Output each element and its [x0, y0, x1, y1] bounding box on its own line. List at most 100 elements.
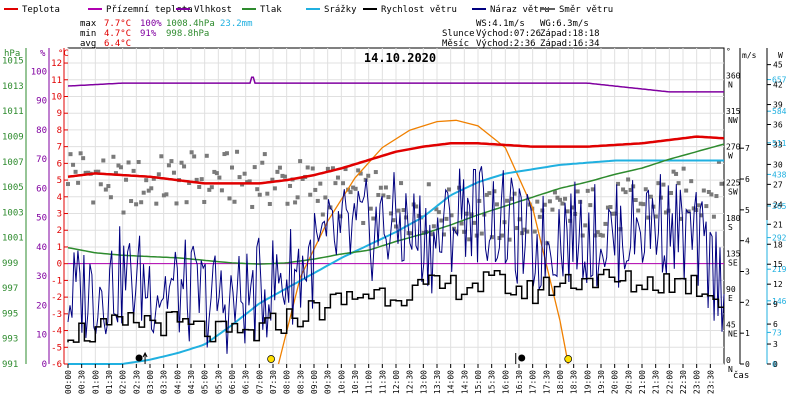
solar-tick-label: 0 [772, 360, 777, 369]
time-tick-label: 05:00 [201, 370, 210, 394]
wind-dir-axis-label: ° [726, 47, 731, 56]
moonset-marker [518, 354, 526, 362]
wind-dir-point [484, 192, 489, 197]
wind-dir-point [129, 199, 134, 204]
info-sunset: Západ:18:18 [540, 29, 600, 39]
wind-dir-point [512, 191, 517, 196]
wind-dir-tick-label: 180 [726, 214, 741, 223]
solar-tick-label: 657 [772, 76, 787, 85]
wind-dir-point [76, 180, 81, 185]
solar-tick-label: 438 [772, 170, 787, 179]
wind-dir-point [454, 229, 459, 234]
wind-dir-point [679, 216, 684, 221]
wind-dir-point [348, 190, 353, 195]
gust-tick-label: 36 [773, 121, 783, 130]
wind-dir-point [86, 170, 91, 175]
wind-dir-point [598, 232, 603, 237]
wind-dir-point [209, 185, 214, 190]
wind-dir-point [333, 181, 338, 186]
wind-dir-point [676, 181, 681, 186]
temperature-tick-label: 2 [57, 226, 62, 236]
solar-tick-label: 584 [772, 107, 787, 116]
wind-dir-point [510, 196, 515, 201]
humidity-axis-label: % [40, 49, 46, 59]
pressure-tick-label: 997 [2, 284, 18, 294]
chart-series [66, 76, 725, 365]
wind-dir-point [356, 168, 361, 173]
wind-dir-point [219, 188, 224, 193]
wind-dir-point [189, 150, 194, 155]
humidity-tick-label: 80 [36, 126, 47, 136]
humidity-line [67, 76, 724, 93]
wind-dir-tick-label: 315 [726, 107, 741, 116]
wind-dir-point [224, 151, 229, 156]
wind-dir-point [656, 181, 661, 186]
wind-dir-point [270, 177, 275, 182]
wind-dir-point [275, 169, 280, 174]
time-tick-label: 20:00 [611, 370, 620, 394]
wind-speed-line [67, 268, 724, 343]
info-moonrise: Východ:2:36 [476, 39, 536, 49]
time-tick-label: 16:00 [501, 370, 510, 394]
wind-dir-point [93, 169, 98, 174]
wind-dir-point [257, 192, 262, 197]
wind-dir-point [653, 214, 658, 219]
wind-dir-point [141, 190, 146, 195]
wind-dir-point [555, 195, 560, 200]
time-tick-label: 11:00 [365, 370, 374, 394]
legend-item-label: Směr větru [559, 5, 613, 15]
stats-temperature: 4.7°C [104, 29, 131, 39]
gust-tick-label: 33 [773, 140, 783, 149]
wind-dir-point [605, 205, 610, 210]
wind-dir-point [366, 173, 371, 178]
humidity-tick-label: 70 [36, 155, 47, 165]
chart-title: 14.10.2020 [364, 51, 436, 65]
wind-dir-point [265, 191, 270, 196]
pressure-tick-label: 991 [2, 360, 18, 370]
wind-dir-point [113, 171, 118, 176]
time-tick-label: 00:30 [78, 370, 87, 394]
temperature-tick-label: 4 [57, 193, 62, 203]
wind-dir-point [674, 171, 679, 176]
time-tick-label: 19:30 [597, 370, 606, 394]
wind-dir-point [701, 188, 706, 193]
wind-dir-point [171, 170, 176, 175]
wind-dir-point [197, 184, 202, 189]
time-tick-label: 09:30 [324, 370, 333, 394]
temperature-line [67, 135, 725, 185]
wind-dir-point [661, 182, 666, 187]
stats-row-label: avg [80, 39, 96, 49]
time-tick-label: 10:00 [337, 370, 346, 394]
wind-dir-tick-label: 270 [726, 143, 741, 152]
wind-dir-point [706, 189, 711, 194]
time-tick-label: 10:30 [351, 370, 360, 394]
wind-dir-point [399, 181, 404, 186]
wind-speed-tick-label: 7 [745, 144, 750, 153]
temperature-tick-label: -4 [51, 327, 62, 337]
time-tick-label: 23:00 [693, 370, 702, 394]
time-tick-label: 03:30 [160, 370, 169, 394]
wind-dir-point [247, 179, 252, 184]
wind-dir-point [401, 208, 406, 213]
wind-dir-point [250, 204, 255, 209]
wind-dir-point [499, 233, 504, 238]
wind-dir-point [214, 171, 219, 176]
pressure-tick-label: 1011 [2, 107, 24, 117]
time-tick-label: 16:30 [515, 370, 524, 394]
wind-dir-point [626, 177, 631, 182]
time-tick-label: 05:30 [214, 370, 223, 394]
wind-dir-point [686, 209, 691, 214]
wind-dir-point [704, 204, 709, 209]
wind-dir-point [603, 221, 608, 226]
wind-dir-point [709, 192, 714, 197]
wind-dir-point [277, 165, 282, 170]
stats-temperature: 6.4°C [104, 39, 131, 49]
wind-dir-point [298, 159, 303, 164]
wind-dir-point [663, 210, 668, 215]
wind-dir-point [96, 169, 101, 174]
wind-speed-tick-label: 3 [745, 268, 750, 277]
wind-dir-point [699, 213, 704, 218]
time-tick-label: 11:30 [378, 370, 387, 394]
time-tick-label: 12:30 [406, 370, 415, 394]
wind-dir-point [235, 149, 240, 154]
